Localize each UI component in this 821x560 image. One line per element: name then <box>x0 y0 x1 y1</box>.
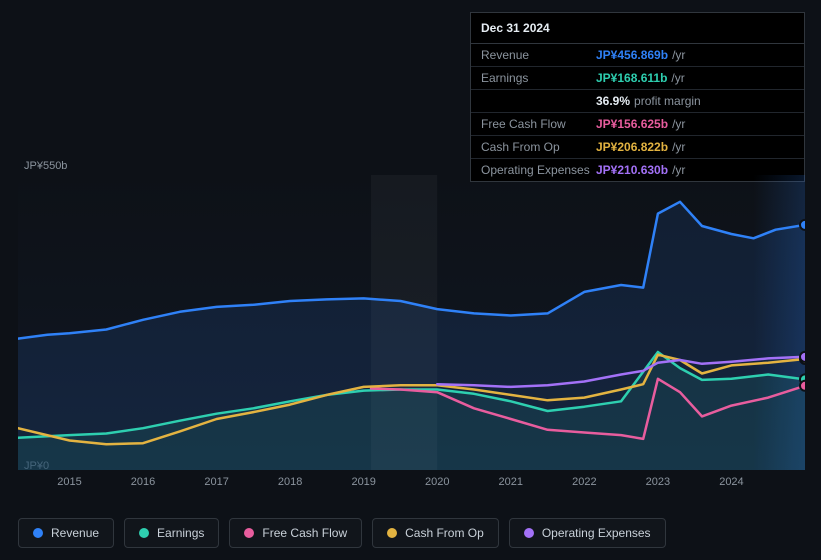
profit-margin-pct: 36.9% <box>596 94 630 108</box>
x-axis-tick: 2022 <box>572 476 596 488</box>
tooltip-row-profit-margin: 36.9% profit margin <box>471 90 804 113</box>
x-axis-tick: 2019 <box>351 476 375 488</box>
tooltip-label: Free Cash Flow <box>481 117 596 131</box>
legend-label: Earnings <box>157 526 204 540</box>
x-axis-tick: 2017 <box>204 476 228 488</box>
tooltip-value: JP¥156.625b <box>596 117 668 131</box>
x-axis-tick: 2024 <box>719 476 743 488</box>
legend-swatch <box>387 528 397 538</box>
tooltip-label: Earnings <box>481 71 596 85</box>
legend-swatch <box>244 528 254 538</box>
tooltip-unit: /yr <box>672 48 685 62</box>
x-axis: 2015 2016 2017 2018 2019 2020 2021 2022 2023 2024 <box>18 476 805 496</box>
chart-tooltip: Dec 31 2024 Revenue JP¥456.869b /yr Earn… <box>470 12 805 182</box>
tooltip-label: Revenue <box>481 48 596 62</box>
tooltip-unit: /yr <box>672 140 685 154</box>
tooltip-row-revenue: Revenue JP¥456.869b /yr <box>471 44 804 67</box>
x-axis-tick: 2016 <box>131 476 155 488</box>
legend-swatch <box>33 528 43 538</box>
y-axis-tick-top: JP¥550b <box>24 160 67 172</box>
legend-label: Cash From Op <box>405 526 484 540</box>
tooltip-value: JP¥168.611b <box>596 71 667 85</box>
legend-item-cfo[interactable]: Cash From Op <box>372 518 499 548</box>
legend-item-revenue[interactable]: Revenue <box>18 518 114 548</box>
legend-swatch <box>139 528 149 538</box>
tooltip-row-cfo: Cash From Op JP¥206.822b /yr <box>471 136 804 159</box>
x-axis-tick: 2020 <box>425 476 449 488</box>
tooltip-row-earnings: Earnings JP¥168.611b /yr <box>471 67 804 90</box>
legend-item-fcf[interactable]: Free Cash Flow <box>229 518 362 548</box>
legend-swatch <box>524 528 534 538</box>
tooltip-value: JP¥456.869b <box>596 48 668 62</box>
tooltip-label: Cash From Op <box>481 140 596 154</box>
tooltip-unit: /yr <box>672 117 685 131</box>
tooltip-value: JP¥206.822b <box>596 140 668 154</box>
legend-label: Revenue <box>51 526 99 540</box>
legend-item-opex[interactable]: Operating Expenses <box>509 518 666 548</box>
tooltip-row-fcf: Free Cash Flow JP¥156.625b /yr <box>471 113 804 136</box>
tooltip-unit: /yr <box>671 71 684 85</box>
legend-label: Operating Expenses <box>542 526 651 540</box>
financials-line-chart[interactable] <box>18 175 805 470</box>
legend-item-earnings[interactable]: Earnings <box>124 518 219 548</box>
legend-label: Free Cash Flow <box>262 526 347 540</box>
x-axis-tick: 2018 <box>278 476 302 488</box>
x-axis-tick: 2015 <box>57 476 81 488</box>
profit-margin-label: profit margin <box>634 94 701 108</box>
tooltip-date: Dec 31 2024 <box>471 13 804 44</box>
chart-legend: Revenue Earnings Free Cash Flow Cash Fro… <box>18 518 666 548</box>
x-axis-tick: 2023 <box>646 476 670 488</box>
x-axis-tick: 2021 <box>499 476 523 488</box>
